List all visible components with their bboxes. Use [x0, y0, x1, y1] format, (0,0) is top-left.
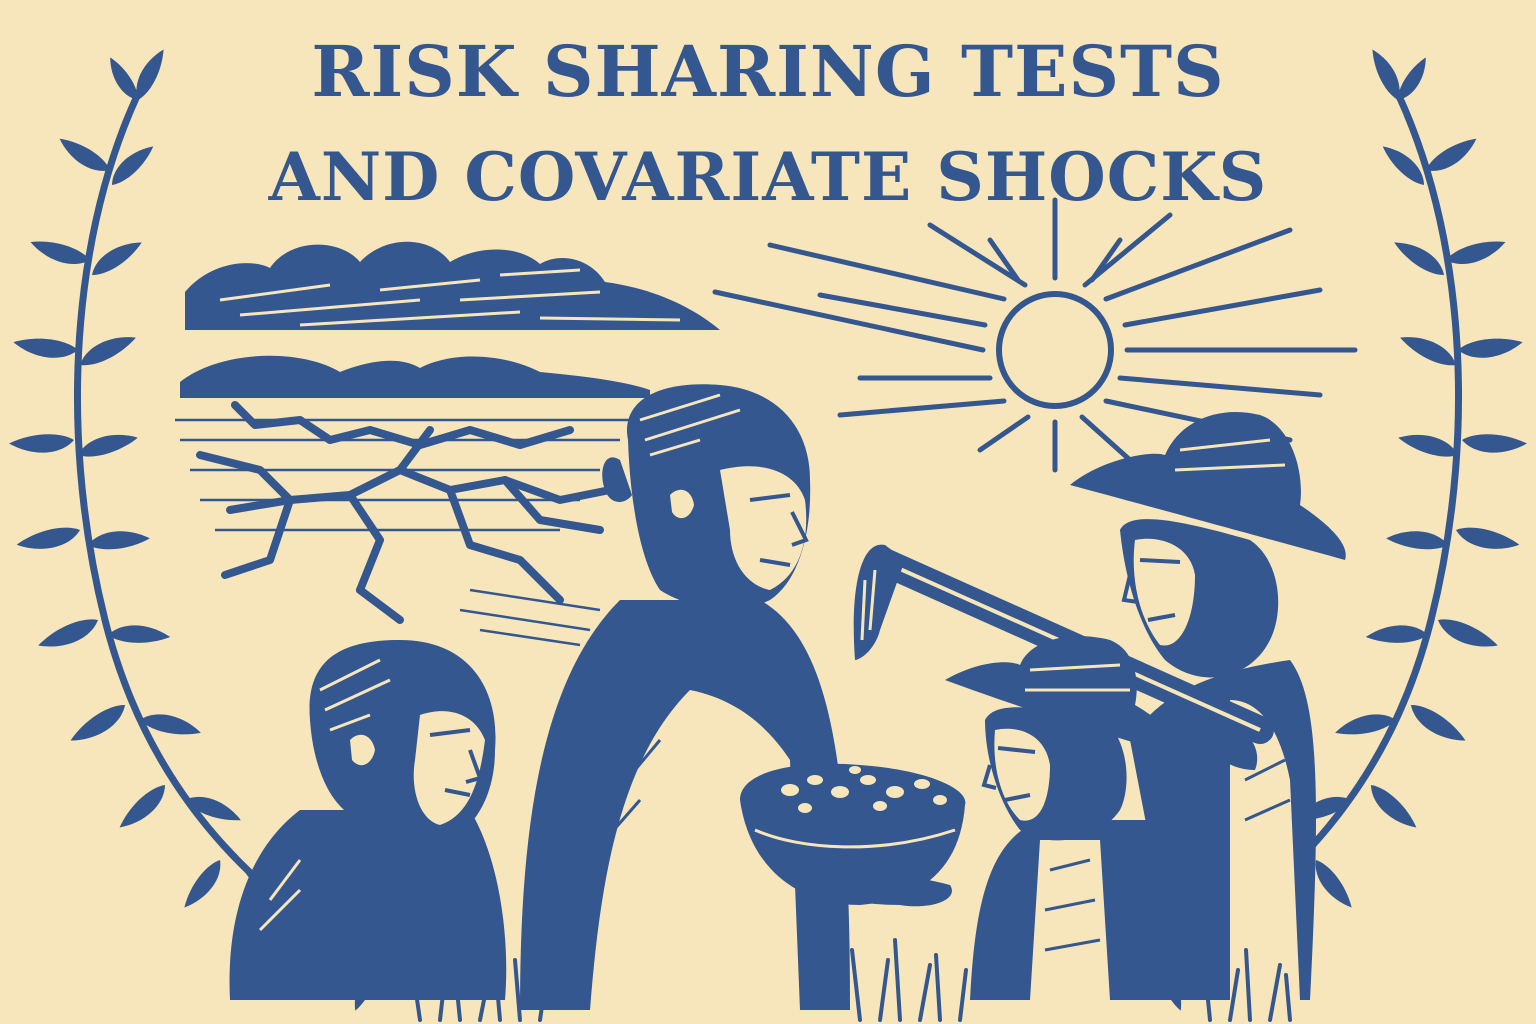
young-man-icon — [229, 640, 507, 1000]
grass-icon — [410, 938, 1292, 1022]
title-line-1: RISK SHARING TESTS — [311, 30, 1225, 113]
cracked-dry-earth-icon — [175, 401, 640, 647]
farmer-with-hat-icon — [945, 636, 1220, 1000]
title-line-2: AND COVARIATE SHOCKS — [268, 138, 1268, 216]
hills-icon — [180, 355, 650, 398]
farmer-with-hoe-icon — [853, 411, 1346, 1000]
woman-with-bowl-icon — [520, 384, 966, 1010]
cloud-icon — [185, 241, 720, 330]
